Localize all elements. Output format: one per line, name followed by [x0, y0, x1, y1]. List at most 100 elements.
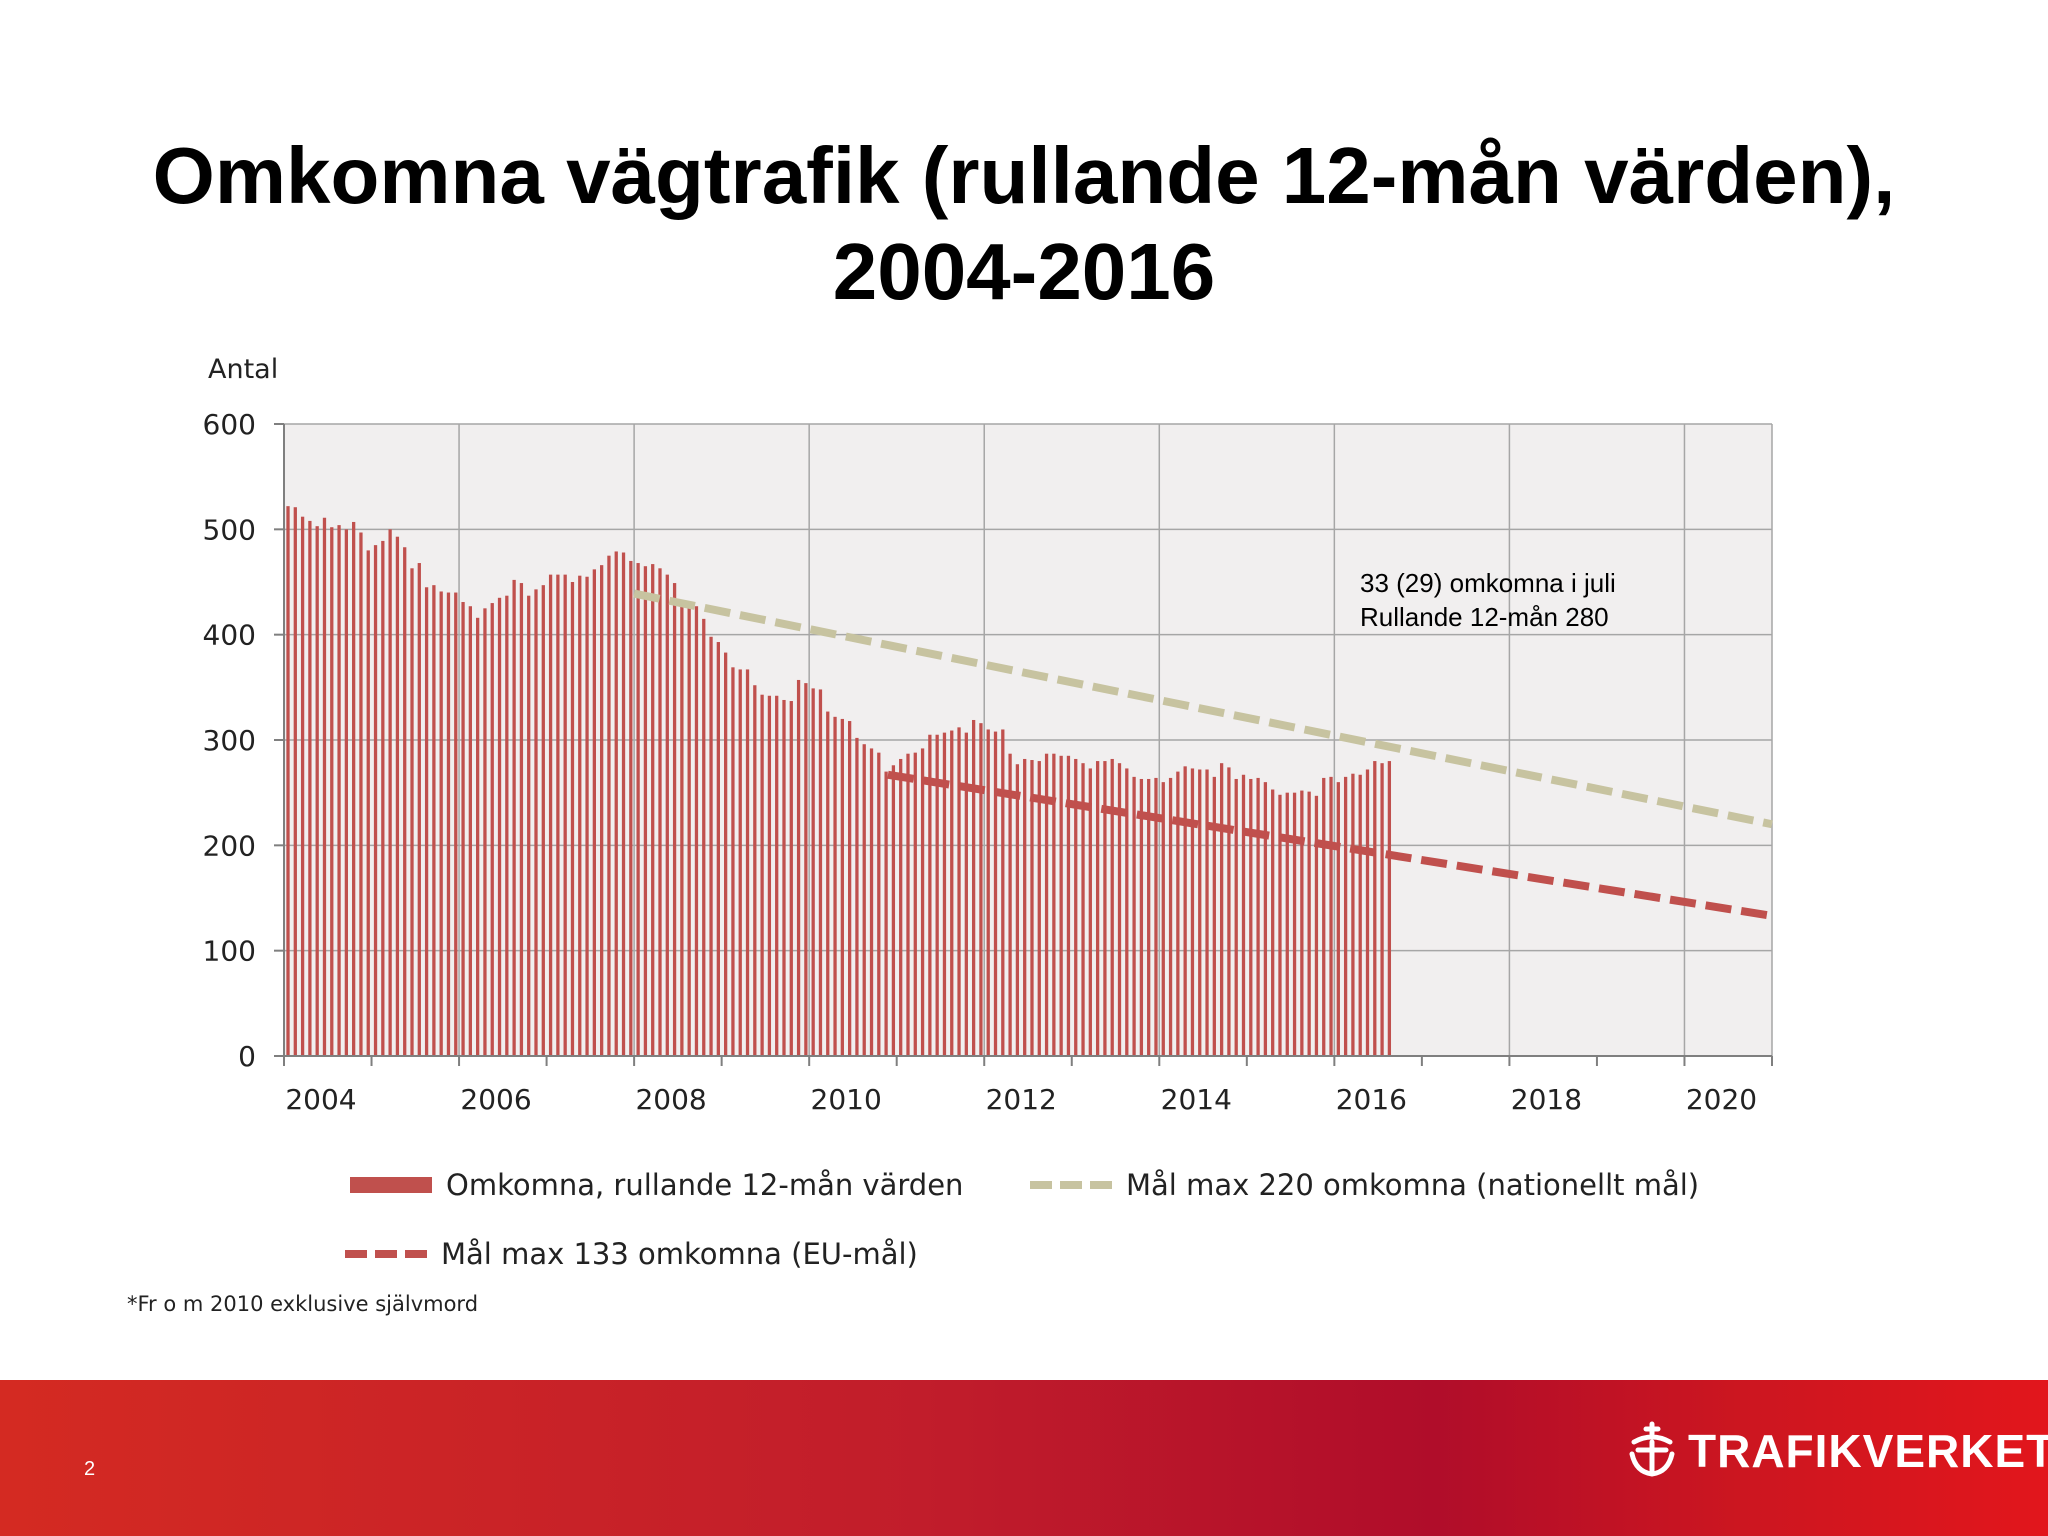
bar — [388, 529, 392, 1056]
legend-swatch-national-target — [1030, 1181, 1112, 1189]
bar — [424, 587, 429, 1056]
bar — [1256, 777, 1260, 1056]
bar — [527, 595, 531, 1056]
bar — [680, 600, 684, 1056]
bar — [585, 576, 589, 1056]
bar — [928, 734, 932, 1056]
y-tick-label: 400 — [203, 619, 256, 652]
bar — [1322, 777, 1326, 1056]
bar — [1307, 791, 1311, 1056]
bar — [1081, 763, 1085, 1056]
bar — [687, 605, 691, 1056]
y-tick-label: 300 — [203, 724, 256, 757]
bar — [1066, 755, 1071, 1056]
bar — [731, 667, 735, 1056]
bar — [1205, 769, 1209, 1056]
bar — [293, 507, 297, 1056]
bar — [446, 592, 451, 1056]
bar — [410, 568, 414, 1056]
bar — [709, 636, 713, 1056]
bar — [519, 583, 524, 1056]
slide-title-line-1: Omkomna vägtrafik (rullande 12-mån värde… — [152, 131, 1896, 220]
bar — [1161, 782, 1165, 1056]
bar — [826, 711, 830, 1056]
bar — [439, 591, 443, 1056]
bar-series — [286, 506, 1392, 1056]
y-axis-label: Antal — [208, 354, 279, 385]
bar — [1110, 758, 1114, 1056]
bar — [1343, 776, 1348, 1056]
annotation-line-1: 33 (29) omkomna i juli — [1360, 568, 1616, 598]
bar — [1300, 790, 1304, 1056]
x-tick-label: 2018 — [1511, 1083, 1582, 1116]
bar — [804, 683, 808, 1056]
bar — [702, 618, 706, 1056]
bar — [1037, 761, 1041, 1056]
bar — [570, 582, 575, 1056]
bar — [578, 575, 582, 1056]
bar — [1314, 795, 1319, 1056]
bar — [869, 748, 874, 1056]
x-tick-label: 2010 — [811, 1083, 882, 1116]
bar — [1219, 763, 1224, 1056]
trafikverket-crown-icon — [1629, 1421, 1675, 1477]
bar — [1117, 763, 1122, 1056]
bar — [818, 689, 823, 1056]
bar — [767, 695, 772, 1056]
bar — [286, 506, 290, 1056]
legend-swatch-bars — [350, 1177, 432, 1193]
page-number: 2 — [84, 1458, 96, 1480]
bar — [1241, 774, 1246, 1056]
bar — [1168, 777, 1173, 1056]
bar — [1227, 767, 1231, 1056]
legend-item-national-target: Mål max 220 omkomna (nationellt mål) — [1030, 1168, 1699, 1202]
bar — [986, 729, 990, 1056]
bar — [621, 552, 626, 1056]
bar — [760, 694, 764, 1056]
bar — [884, 771, 888, 1056]
y-tick-label: 100 — [203, 935, 256, 968]
slide-title: Omkomna vägtrafik (rullande 12-mån värde… — [0, 128, 2048, 320]
bar — [724, 652, 728, 1056]
y-tick-label: 200 — [203, 829, 256, 862]
bar — [359, 532, 363, 1056]
bar — [979, 723, 983, 1056]
bar — [833, 716, 837, 1056]
bar — [344, 529, 349, 1056]
national-target-line — [633, 589, 1773, 829]
bar — [738, 669, 742, 1056]
bar — [337, 525, 341, 1056]
legend-label-bars: Omkomna, rullande 12-mån värden — [446, 1168, 964, 1202]
bar — [366, 550, 370, 1056]
logo-text: TRAFIKVERKET — [1688, 1425, 2048, 1477]
bar — [1365, 769, 1370, 1056]
bar — [1190, 768, 1195, 1056]
y-tick-label: 600 — [203, 408, 256, 441]
bar — [1278, 794, 1282, 1056]
bar — [1088, 768, 1092, 1056]
bar — [1387, 761, 1392, 1056]
bar — [1176, 771, 1180, 1056]
axes — [274, 423, 1773, 1066]
bar — [877, 752, 881, 1056]
bar — [556, 574, 560, 1056]
bar — [417, 563, 421, 1056]
legend-item-bars: Omkomna, rullande 12-mån värden — [350, 1168, 963, 1202]
bar — [468, 606, 472, 1056]
bar — [643, 566, 648, 1056]
bar — [855, 737, 859, 1056]
bar — [454, 592, 458, 1056]
bar — [497, 597, 502, 1056]
legend-label-eu-target: Mål max 133 omkomna (EU-mål) — [441, 1237, 918, 1271]
bar — [300, 516, 305, 1056]
bar — [1263, 782, 1268, 1056]
bar — [1329, 776, 1333, 1056]
bar — [1052, 753, 1056, 1056]
bar — [891, 765, 896, 1056]
bar — [1154, 777, 1158, 1056]
bar — [899, 758, 903, 1056]
bar — [614, 551, 618, 1056]
bar — [920, 748, 925, 1056]
bar — [395, 536, 400, 1056]
bar — [796, 679, 801, 1056]
